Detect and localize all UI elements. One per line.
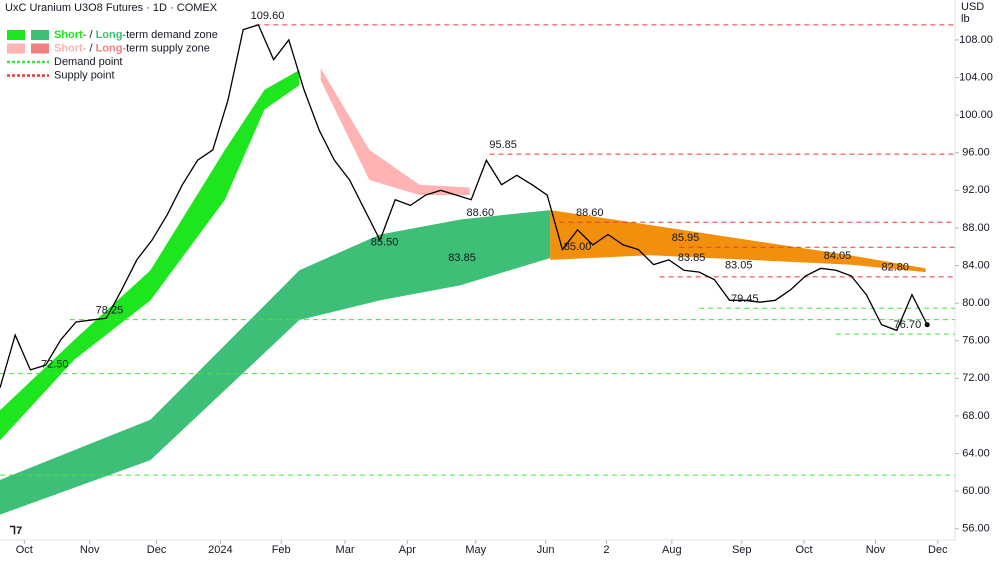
price-annotation: 83.85 (448, 252, 476, 264)
zone (550, 210, 926, 273)
x-tick-label: Dec (147, 544, 167, 556)
legend-text: term demand zone (126, 29, 218, 41)
x-tick-label: Oct (796, 544, 813, 556)
x-tick-label: Feb (272, 544, 291, 556)
tv-logo: ⅂7 (9, 525, 22, 537)
price-annotation: 76.70 (894, 319, 922, 331)
zone (320, 68, 470, 196)
legend-text: / (86, 29, 95, 41)
price-annotation: 85.50 (371, 236, 399, 248)
y-tick-label: 68.00 (962, 410, 990, 422)
chart-title: UxC Uranium U3O8 Futures · 1D · COMEX (5, 2, 218, 14)
y-tick-label: 96.00 (962, 147, 990, 159)
y-tick-label: 92.00 (962, 184, 990, 196)
y-tick-label: 80.00 (962, 297, 990, 309)
price-annotation: 79.45 (731, 293, 759, 305)
legend-label: Demand point (54, 56, 123, 68)
y-tick-label: 108.00 (959, 34, 993, 46)
x-tick-label: Jun (537, 544, 555, 556)
legend-text: term supply zone (126, 42, 210, 54)
x-tick-label: Aug (662, 544, 682, 556)
y-tick-label: 72.00 (962, 372, 990, 384)
legend-text: / (86, 42, 95, 54)
price-annotation: 88.60 (576, 207, 604, 219)
zone (0, 70, 300, 441)
legend-label: Short- / Long-term supply zone (54, 42, 210, 54)
last-point (924, 322, 930, 328)
price-annotation: 83.85 (678, 252, 706, 264)
y-tick-label: 76.00 (962, 335, 990, 347)
y-tick-label: 60.00 (962, 485, 990, 497)
price-annotation: 88.60 (467, 207, 495, 219)
price-annotation: 85.95 (672, 232, 700, 244)
x-tick-label: Mar (336, 544, 355, 556)
currency: USD (961, 1, 984, 13)
legend-label: Supply point (54, 69, 115, 81)
legend-text: Short- (54, 29, 87, 41)
y-tick-label: 100.00 (959, 109, 993, 121)
x-tick-label: Oct (16, 544, 33, 556)
price-annotation: 95.85 (489, 139, 517, 151)
price-annotation: 82.80 (881, 262, 909, 274)
y-tick-label: 84.00 (962, 259, 990, 271)
x-tick-label: Nov (866, 544, 886, 556)
legend-swatch (31, 43, 49, 54)
price-annotation: 72.50 (41, 359, 69, 371)
x-tick-label: Nov (80, 544, 100, 556)
legend-text: Long- (96, 42, 127, 54)
legend-label: Short- / Long-term demand zone (54, 29, 218, 41)
y-tick-label: 64.00 (962, 447, 990, 459)
legend-swatch (7, 43, 25, 54)
price-annotation: 78.25 (96, 304, 124, 316)
zone (0, 210, 551, 515)
price-annotation: 84.05 (824, 250, 852, 262)
x-tick-label: May (465, 544, 486, 556)
price-line (0, 24, 928, 388)
legend-text: Long- (96, 29, 127, 41)
legend-text: Short- (54, 42, 87, 54)
price-annotation: 109.60 (251, 10, 285, 22)
legend-swatch (31, 30, 49, 40)
price-annotation: 85.00 (564, 241, 592, 253)
legend-swatch (7, 30, 25, 40)
price-annotation: 83.05 (725, 259, 753, 271)
y-tick-label: 104.00 (959, 71, 993, 83)
x-tick-label: Sep (732, 544, 752, 556)
x-tick-label: Dec (928, 544, 948, 556)
x-tick-label: Apr (399, 544, 416, 556)
x-tick-label: 2024 (208, 544, 232, 556)
unit: lb (961, 13, 970, 25)
x-tick-label: 2 (603, 544, 609, 556)
y-tick-label: 56.00 (962, 523, 990, 535)
y-tick-label: 88.00 (962, 222, 990, 234)
